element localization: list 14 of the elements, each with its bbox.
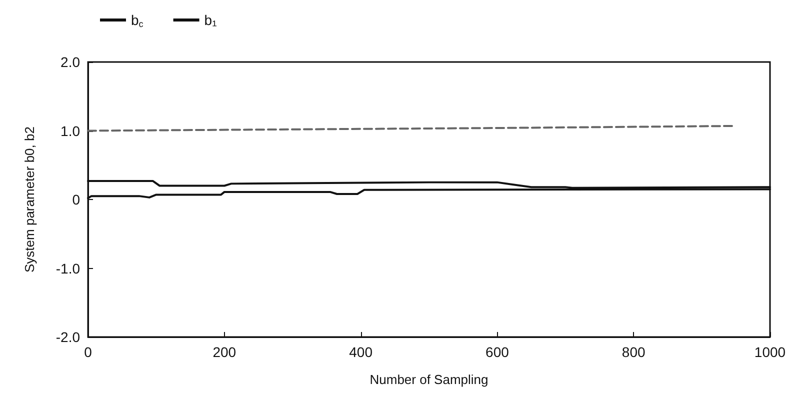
y-tick-label: -2.0 — [56, 329, 80, 345]
x-axis-title: Number of Sampling — [370, 372, 488, 387]
y-tick-label: -1.0 — [56, 260, 80, 276]
x-tick-label: 600 — [486, 344, 510, 360]
x-tick-label: 400 — [349, 344, 373, 360]
y-tick-label: 1.0 — [60, 122, 80, 139]
x-tick-label: 200 — [212, 344, 236, 360]
x-tick-label: 1000 — [754, 344, 786, 360]
y-tick-label: 0 — [72, 192, 80, 208]
x-tick-label: 0 — [84, 344, 92, 360]
y-axis-title: System parameter b0, b2 — [22, 126, 37, 272]
y-tick-label: 2.0 — [60, 54, 80, 70]
legend-label: b₁ — [204, 12, 218, 28]
x-tick-label: 800 — [622, 344, 646, 360]
